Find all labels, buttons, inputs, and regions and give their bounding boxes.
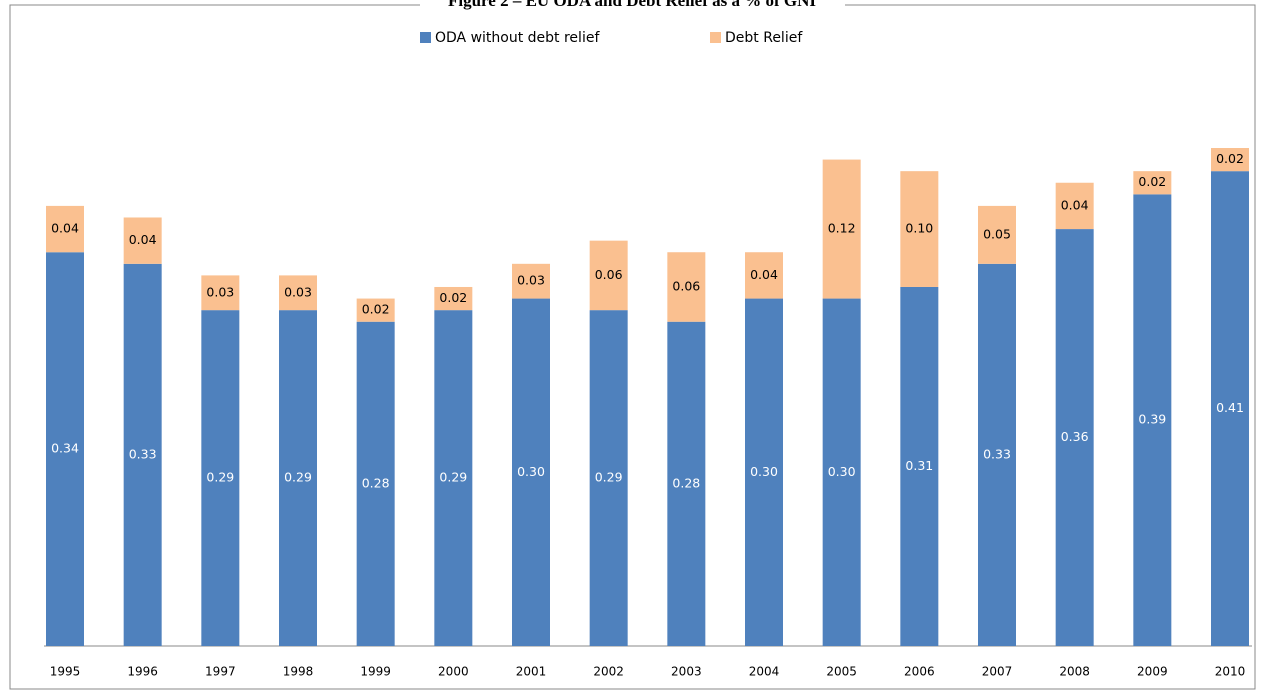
legend-swatch [710, 32, 721, 43]
data-label: 0.12 [828, 221, 856, 236]
x-tick-label: 1999 [360, 665, 391, 679]
x-tick-label: 1995 [50, 665, 81, 679]
x-tick-label: 2002 [593, 665, 624, 679]
bar-segment [745, 252, 783, 299]
title-backdrop [420, 0, 845, 8]
x-tick-label: 2010 [1215, 665, 1246, 679]
data-label: 0.06 [595, 267, 623, 282]
data-label: 0.04 [129, 232, 157, 247]
data-label: 0.30 [517, 464, 545, 479]
x-tick-label: 1997 [205, 665, 236, 679]
x-tick-label: 2008 [1059, 665, 1090, 679]
bar-segment [123, 263, 162, 646]
bar-segment [745, 298, 783, 646]
bar-segment [900, 286, 939, 646]
data-label: 0.02 [1138, 174, 1166, 189]
legend-label: Debt Relief [725, 30, 803, 46]
bar-segment [589, 240, 628, 311]
data-label: 0.33 [983, 446, 1011, 461]
bar-segment [978, 205, 1016, 264]
data-label: 0.02 [439, 290, 467, 305]
bar-segment [822, 298, 861, 646]
bar-segment [356, 298, 395, 322]
data-label: 0.02 [362, 302, 390, 317]
x-tick-label: 2007 [982, 665, 1013, 679]
x-tick-label: 1996 [127, 665, 158, 679]
x-tick-label: 2006 [904, 665, 935, 679]
bar-segment [512, 298, 550, 646]
bar-segment [512, 263, 550, 299]
data-label: 0.10 [905, 221, 933, 236]
data-label: 0.03 [206, 284, 234, 299]
bar-segment [46, 205, 84, 253]
x-tick-label: 2000 [438, 665, 469, 679]
bar-segment [46, 252, 84, 647]
bar-segment [434, 310, 473, 646]
bar-segment [1133, 171, 1172, 195]
legend-swatch [420, 32, 431, 43]
data-label: 0.03 [284, 284, 312, 299]
bar-segment [1055, 229, 1094, 646]
data-label: 0.30 [828, 464, 856, 479]
data-label: 0.41 [1216, 400, 1244, 415]
bar-segment [589, 310, 628, 646]
data-label: 0.29 [206, 470, 234, 485]
data-label: 0.28 [672, 475, 700, 490]
bar-segment [201, 310, 240, 646]
bar-segment [1133, 194, 1172, 647]
bar-segment [279, 310, 317, 646]
data-label: 0.04 [51, 221, 79, 236]
bar-segment [900, 171, 939, 287]
data-label: 0.30 [750, 464, 778, 479]
bar-segment [822, 159, 861, 299]
data-label: 0.29 [595, 470, 623, 485]
data-label: 0.39 [1138, 412, 1166, 427]
legend-label: ODA without debt relief [435, 30, 600, 46]
x-tick-label: 2004 [749, 665, 780, 679]
bar-segment [279, 275, 317, 311]
data-label: 0.31 [905, 458, 933, 473]
x-tick-label: 1998 [283, 665, 314, 679]
data-label: 0.02 [1216, 151, 1244, 166]
data-label: 0.36 [1061, 429, 1089, 444]
x-tick-label: 2001 [516, 665, 547, 679]
bar-segment [978, 263, 1016, 646]
data-label: 0.06 [672, 278, 700, 293]
data-label: 0.28 [362, 475, 390, 490]
bar-segment [434, 286, 473, 311]
x-tick-label: 2005 [826, 665, 857, 679]
data-label: 0.04 [750, 267, 778, 282]
bar-segment [667, 321, 706, 646]
data-label: 0.29 [439, 470, 467, 485]
data-label: 0.03 [517, 273, 545, 288]
bar-segment [201, 275, 240, 311]
bar-segment [1055, 182, 1094, 230]
bar-segment [123, 217, 162, 264]
data-label: 0.33 [129, 446, 157, 461]
x-tick-label: 2003 [671, 665, 702, 679]
chart-title: Figure 2 – EU ODA and Debt Relief as a %… [448, 0, 816, 10]
bar-segment [667, 252, 706, 322]
bar-segment [1211, 171, 1249, 647]
data-label: 0.05 [983, 226, 1011, 241]
x-tick-label: 2009 [1137, 665, 1168, 679]
bar-segment [1211, 148, 1249, 172]
data-label: 0.04 [1061, 197, 1089, 212]
data-label: 0.34 [51, 441, 79, 456]
data-label: 0.29 [284, 470, 312, 485]
bar-segment [356, 321, 395, 646]
